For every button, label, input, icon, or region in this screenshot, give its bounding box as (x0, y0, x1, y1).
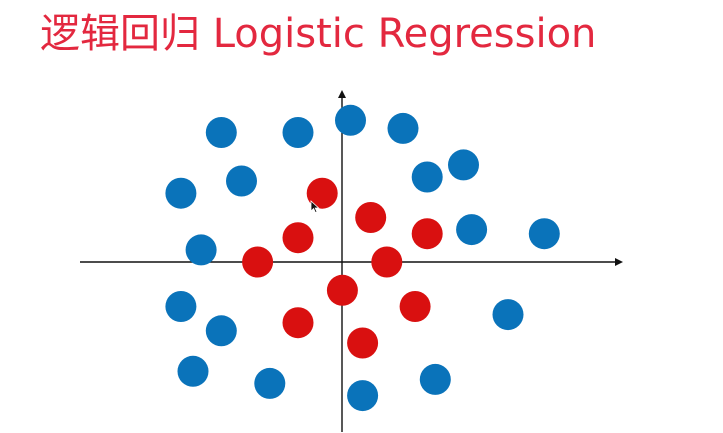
red-point (306, 177, 338, 209)
red-point (371, 246, 403, 278)
red-point (399, 291, 431, 322)
red-point (242, 246, 274, 278)
slide-title: 逻辑回归 Logistic Regression (40, 11, 597, 57)
blue-point (347, 380, 379, 412)
mouse-cursor-icon (310, 200, 320, 214)
red-point (282, 307, 314, 339)
blue-point (411, 161, 443, 193)
blue-point (165, 291, 197, 322)
blue-point (205, 117, 237, 148)
red-point (282, 222, 314, 254)
blue-point (419, 363, 451, 395)
blue-point (335, 104, 366, 136)
blue-point (165, 177, 197, 209)
red-point (355, 202, 387, 233)
blue-point (177, 355, 209, 387)
blue-point (226, 165, 257, 197)
blue-point (448, 149, 479, 181)
red-point (347, 327, 379, 359)
data-points (165, 104, 560, 412)
blue-point (456, 214, 488, 246)
blue-point (185, 234, 217, 266)
blue-point (254, 367, 286, 399)
red-point (411, 218, 443, 250)
blue-point (205, 315, 237, 347)
blue-point (528, 218, 560, 250)
blue-point (282, 117, 314, 148)
blue-point (492, 299, 524, 331)
red-point (326, 274, 358, 306)
blue-point (387, 112, 419, 144)
